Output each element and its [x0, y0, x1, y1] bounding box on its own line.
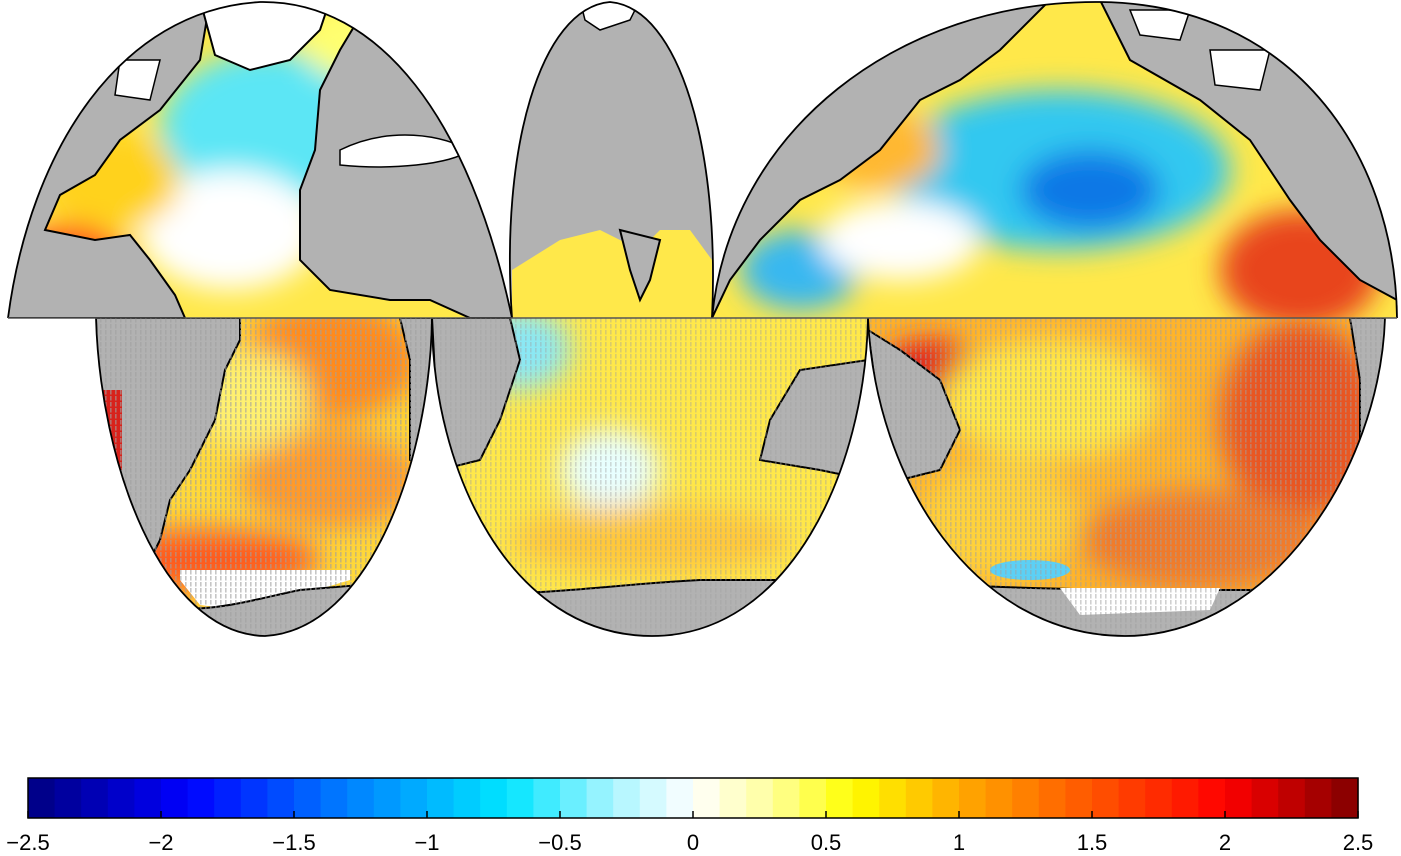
colorbar-segment	[1118, 778, 1146, 818]
colorbar-tick-label: −2.5	[6, 830, 49, 855]
colorbar-segment	[373, 778, 401, 818]
colorbar-tick-label: 2	[1219, 830, 1231, 855]
colorbar-segment	[533, 778, 561, 818]
colorbar-segment	[1092, 778, 1120, 818]
colorbar-segment	[1251, 778, 1279, 818]
atlantic-south-lobe	[96, 318, 432, 636]
colorbar-segment	[719, 778, 747, 818]
colorbar-segment	[240, 778, 268, 818]
colorbar-segment	[799, 778, 827, 818]
colorbar-segment	[1331, 778, 1359, 818]
arctic-sea-ice-indian	[579, 2, 642, 31]
colorbar-segment	[772, 778, 800, 818]
colorbar-tick-label: 2.5	[1343, 830, 1374, 855]
colorbar-segment	[639, 778, 667, 818]
colorbar-segment	[1225, 778, 1253, 818]
colorbar-segment	[746, 778, 774, 818]
colorbar-segment	[320, 778, 348, 818]
arabian-sea	[512, 230, 712, 318]
colorbar-segment	[427, 778, 455, 818]
colorbar-segments	[28, 778, 1359, 818]
colorbar-tick-label: −1.5	[272, 830, 315, 855]
colorbar-tick-label: −1	[414, 830, 439, 855]
colorbar-segment	[1278, 778, 1306, 818]
colorbar-tick-label: −0.5	[538, 830, 581, 855]
colorbar: −2.5 −2 −1.5 −1 −0.5 0 0.5 1 1.5 2 2.5	[6, 777, 1373, 855]
colorbar-segment	[1171, 778, 1199, 818]
colorbar-segment	[506, 778, 534, 818]
colorbar-segment	[54, 778, 82, 818]
colorbar-segment	[959, 778, 987, 818]
colorbar-segment	[453, 778, 481, 818]
colorbar-tick-label: 0.5	[811, 830, 842, 855]
colorbar-segment	[905, 778, 933, 818]
colorbar-segment	[1038, 778, 1066, 818]
atlantic-north-lobe	[8, 1, 512, 319]
colorbar-tick-label: 1	[953, 830, 965, 855]
indian-north-lobe	[509, 2, 714, 318]
lobe-outlines	[7, 1, 1398, 637]
colorbar-segment	[985, 778, 1013, 818]
colorbar-segment	[214, 778, 242, 818]
colorbar-segment	[586, 778, 614, 818]
colorbar-segment	[560, 778, 588, 818]
colorbar-segment	[826, 778, 854, 818]
colorbar-segment	[1145, 778, 1173, 818]
colorbar-segment	[187, 778, 215, 818]
colorbar-segment	[1065, 778, 1093, 818]
colorbar-segment	[1198, 778, 1226, 818]
colorbar-segment	[28, 778, 56, 818]
greenland-landmass	[198, 1, 332, 72]
colorbar-segment	[81, 778, 109, 818]
indian-south-lobe	[432, 318, 868, 636]
colorbar-segment	[161, 778, 189, 818]
colorbar-segment	[400, 778, 428, 818]
colorbar-segment	[852, 778, 880, 818]
colorbar-tick-label: 0	[687, 830, 699, 855]
colorbar-segment	[613, 778, 641, 818]
colorbar-segment	[1304, 778, 1332, 818]
colorbar-segment	[879, 778, 907, 818]
colorbar-segment	[1012, 778, 1040, 818]
colorbar-tick-label: −2	[148, 830, 173, 855]
india-landmass	[618, 228, 662, 303]
colorbar-segment	[267, 778, 295, 818]
colorbar-segment	[134, 778, 162, 818]
pacific-north-lobe	[712, 1, 1397, 318]
colorbar-tick-label: 1.5	[1077, 830, 1108, 855]
colorbar-segment	[666, 778, 694, 818]
colorbar-segment	[107, 778, 135, 818]
colorbar-segment	[932, 778, 960, 818]
pacific-south-lobe	[868, 318, 1385, 636]
colorbar-ticks: −2.5 −2 −1.5 −1 −0.5 0 0.5 1 1.5 2 2.5	[6, 811, 1373, 855]
colorbar-segment	[347, 778, 375, 818]
colorbar-segment	[480, 778, 508, 818]
colorbar-segment	[693, 778, 721, 818]
colorbar-segment	[294, 778, 322, 818]
